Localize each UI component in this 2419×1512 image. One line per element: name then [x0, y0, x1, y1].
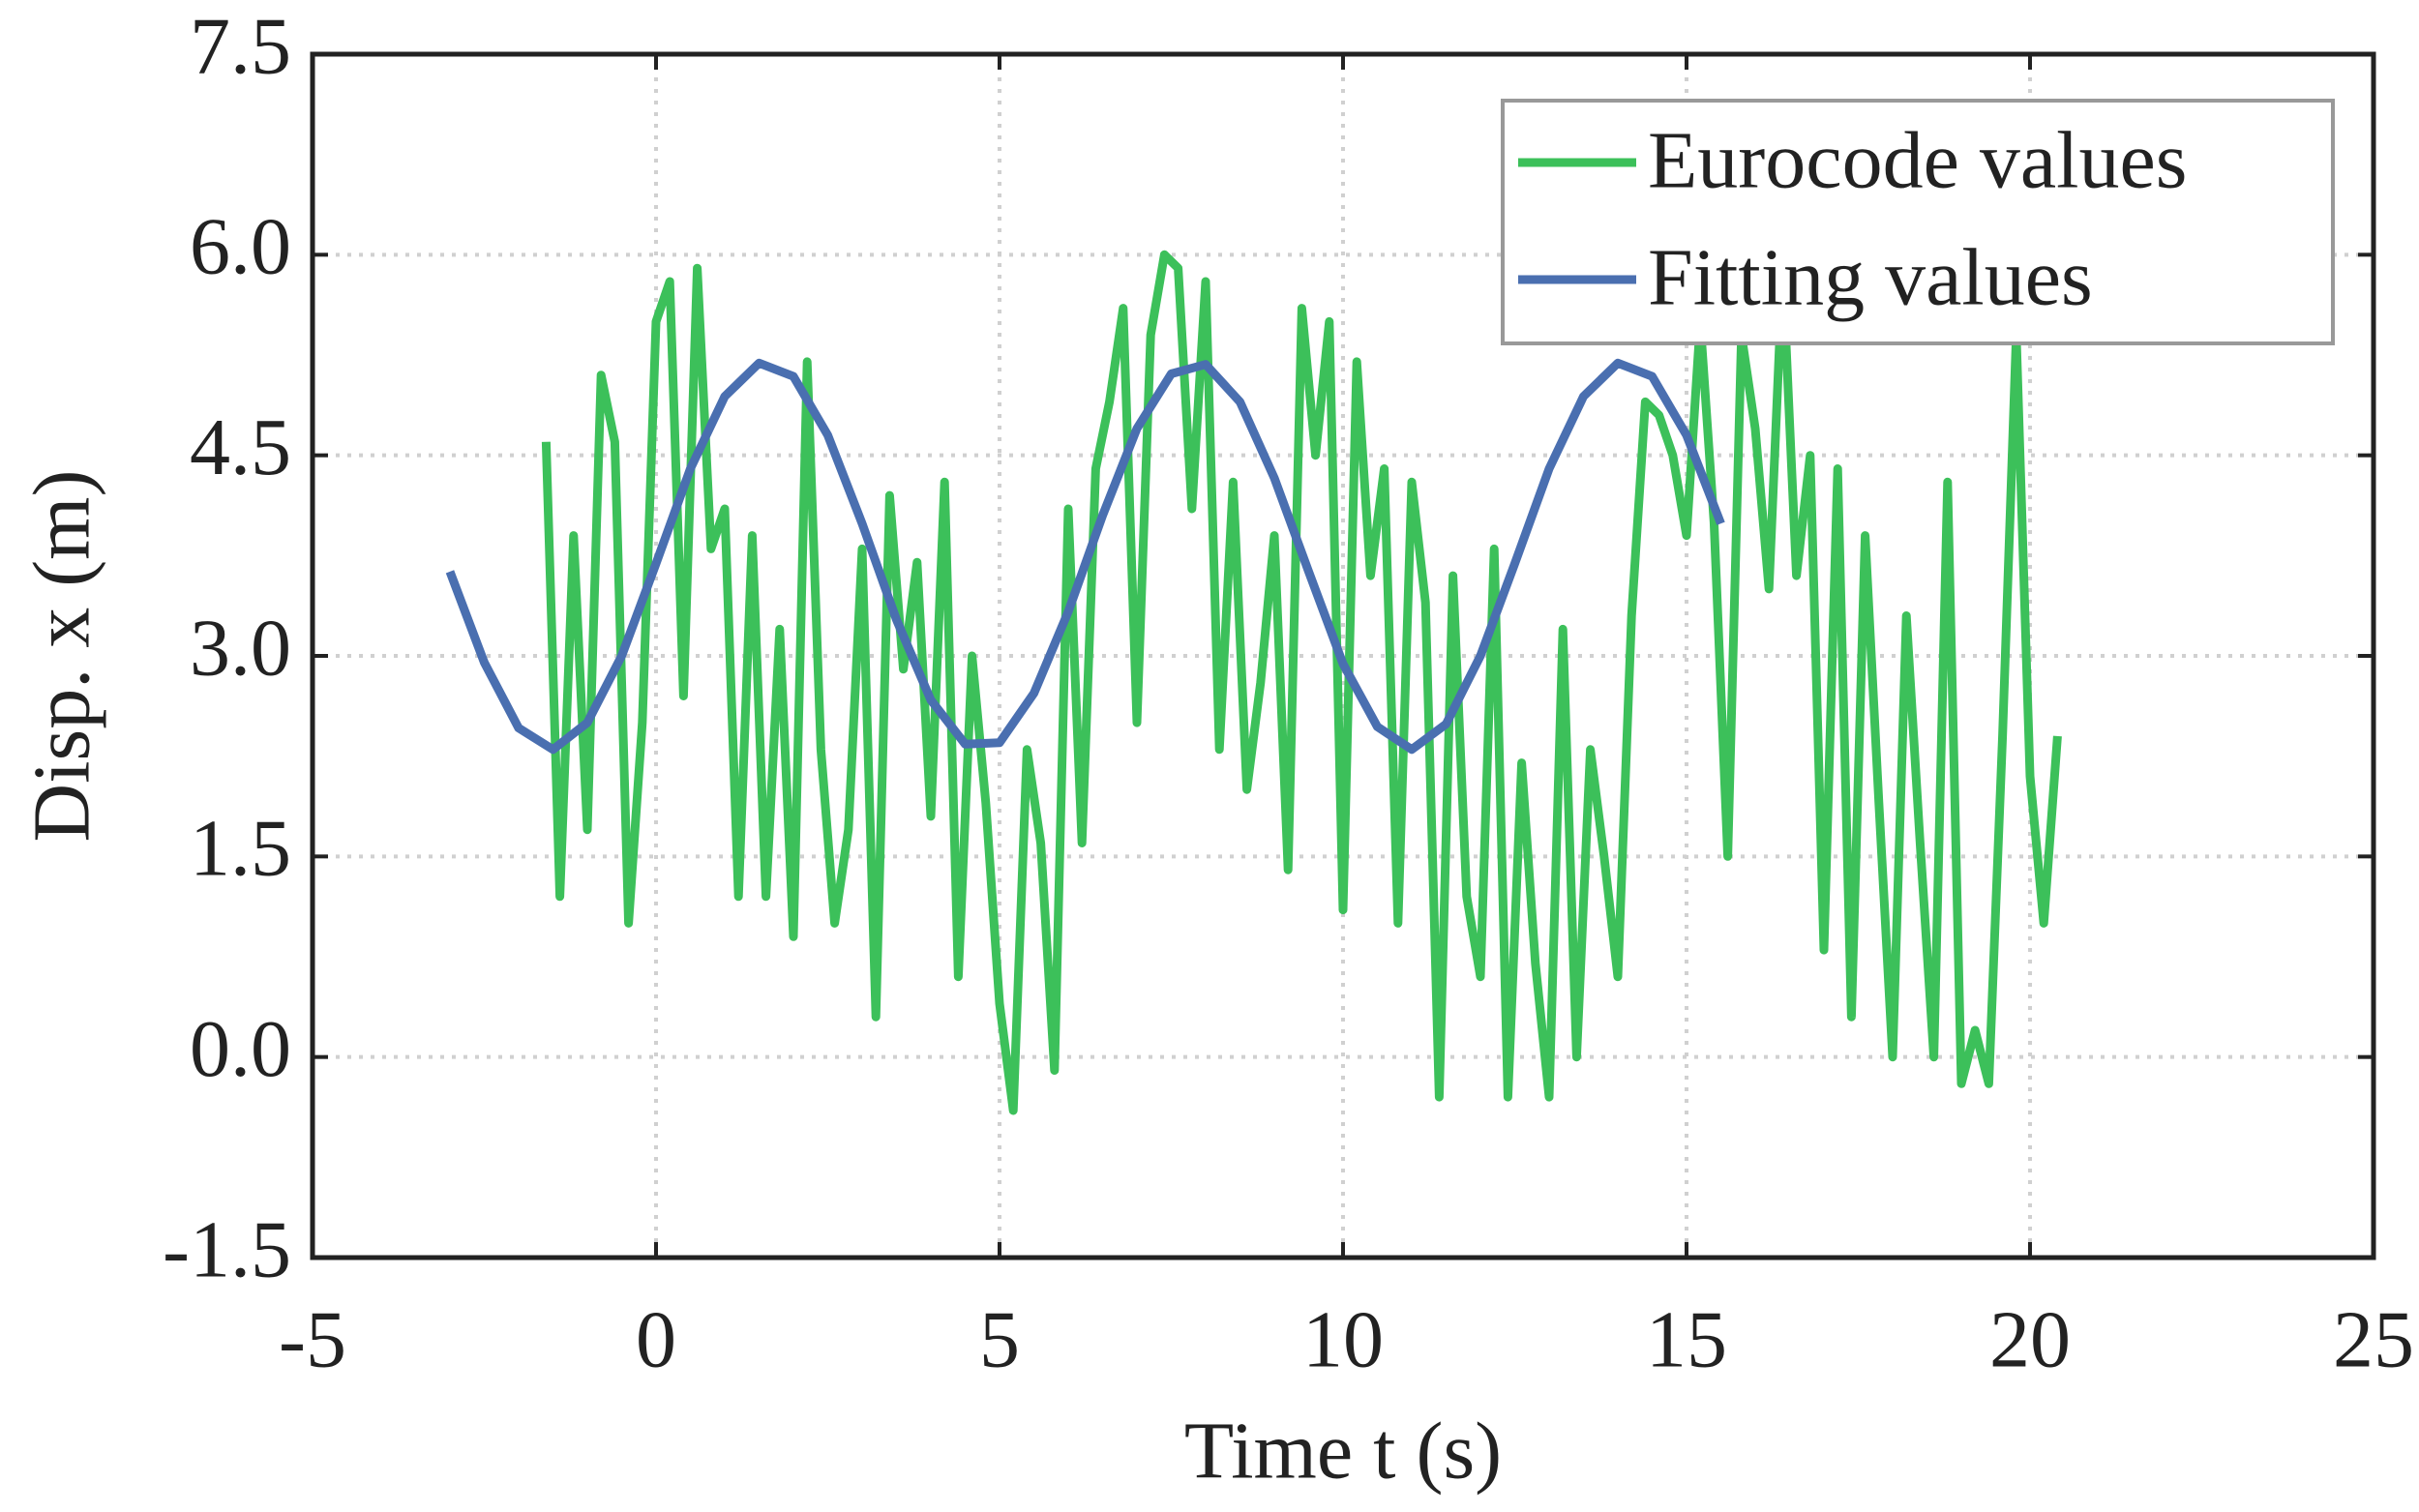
x-tick-label: 5	[979, 1294, 1020, 1384]
plot-frame	[310, 51, 2376, 1260]
x-tick-label: 10	[1302, 1294, 1384, 1384]
legend-label: Eurocode values	[1648, 115, 2187, 205]
y-tick-label: 6.0	[190, 202, 291, 292]
data-line	[445, 358, 1725, 755]
x-axis-title: Time t (s)	[1184, 1406, 1502, 1496]
y-tick-label: 7.5	[190, 1, 291, 91]
x-tick-label: 0	[636, 1294, 676, 1384]
x-tick-label: 20	[1989, 1294, 2071, 1384]
x-tick-label: -5	[279, 1294, 346, 1384]
x-tick-label: 15	[1646, 1294, 1727, 1384]
x-tick-label: 25	[2333, 1294, 2414, 1384]
y-tick-label: -1.5	[163, 1204, 291, 1294]
y-tick-label: 1.5	[190, 804, 291, 894]
y-tick-label: 4.5	[190, 402, 291, 492]
y-axis-title: Disp. x (m)	[16, 470, 106, 843]
legend-label: Fitting values	[1648, 232, 2093, 322]
data-line	[541, 250, 2062, 1115]
y-tick-label: 3.0	[190, 603, 291, 693]
legend-box	[1501, 99, 2335, 345]
y-tick-label: 0.0	[190, 1004, 291, 1094]
